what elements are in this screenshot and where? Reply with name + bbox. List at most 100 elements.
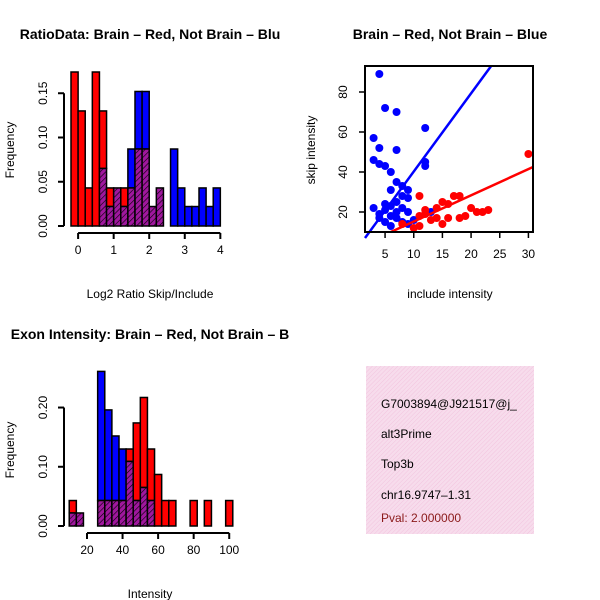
info-panel: G7003894@J921517@j_ alt3Prime Top3b chr1… [366, 366, 534, 534]
ratio-bar [212, 187, 222, 227]
intensity-bar-upper [132, 422, 142, 502]
ratio-bar-upper [120, 187, 129, 208]
ratio-bar-overlap [141, 148, 150, 227]
scatter-x-tick-label: 10 [407, 247, 421, 261]
scatter-point-not-brain [421, 162, 430, 170]
intensity-bar-upper [104, 409, 113, 502]
intensity-y-tick-label: 0.10 [36, 455, 50, 479]
scatter-x-tick-label: 25 [493, 247, 507, 261]
ratio-y-tick-label: 0.15 [36, 81, 50, 105]
scatter-point-not-brain [404, 208, 413, 216]
scatter-plot: Brain – Red, Not Brain – Blue include in… [304, 26, 547, 301]
ratio-bar [191, 205, 200, 227]
ratio-x-tick-label: 3 [181, 243, 188, 257]
scatter-point-not-brain [386, 168, 395, 176]
scatter-point-not-brain [392, 208, 401, 216]
ratio-bar-upper [105, 187, 115, 208]
intensity-bar [168, 499, 177, 527]
ratio-x-tick-label: 4 [217, 243, 224, 257]
intensity-bar-overlap [139, 486, 149, 527]
scatter-point-not-brain [386, 186, 395, 194]
scatter-x-tick-label: 20 [464, 247, 478, 261]
scatter-point-not-brain [404, 186, 413, 194]
intensity-x-tick-label: 60 [151, 543, 165, 557]
intensity-xlabel: Intensity [128, 587, 173, 600]
scatter-point-brain [524, 150, 533, 158]
intensity-bar-overlap [132, 499, 142, 527]
scatter-point-not-brain [392, 214, 401, 222]
intensity-bar-overlap [75, 512, 85, 527]
scatter-point-not-brain [375, 70, 384, 78]
ratio-ylabel: Frequency [3, 122, 17, 179]
ratio-bar-overlap [148, 205, 158, 227]
intensity-x-tick-label: 20 [80, 543, 94, 557]
ratio-bar-upper [98, 110, 108, 170]
ratio-bar [77, 110, 86, 227]
intensity-bar [203, 499, 213, 527]
scatter-x-tick-label: 30 [522, 247, 536, 261]
info-event-type: alt3Prime [381, 427, 432, 441]
scatter-point-not-brain [369, 134, 378, 142]
scatter-y-tick-label: 40 [336, 165, 350, 179]
scatter-point-brain [472, 208, 481, 216]
ratio-axes: 0 1 2 3 4 0.00 0.05 0.10 0.15 [36, 81, 224, 257]
scatter-point-not-brain [381, 104, 390, 112]
intensity-bar-upper [96, 370, 106, 502]
intensity-ylabel: Frequency [3, 422, 17, 479]
intensity-bar [160, 499, 170, 527]
scatter-point-not-brain [369, 156, 378, 164]
scatter-title: Brain – Red, Not Brain – Blue [353, 26, 548, 42]
ratio-bar [70, 71, 79, 227]
ratio-bar-overlap [120, 205, 129, 227]
ratio-bar-overlap [155, 187, 165, 227]
ratio-bar [205, 205, 214, 227]
scatter-point-not-brain [369, 204, 378, 212]
ratio-bar-overlap [127, 187, 136, 227]
scatter-point-not-brain [381, 162, 390, 170]
intensity-bars [68, 370, 234, 527]
intensity-bar-overlap [125, 460, 134, 527]
scatter-point-not-brain [392, 198, 401, 206]
intensity-bar-overlap [68, 512, 78, 527]
ratio-bars [70, 71, 222, 227]
info-location: chr16.9747–1.31 [381, 488, 471, 502]
intensity-bar-overlap [96, 499, 106, 527]
fit-line-brain [390, 165, 534, 234]
scatter-x-tick-label: 5 [382, 247, 389, 261]
scatter-point-brain [478, 208, 487, 216]
scatter-point-not-brain [392, 108, 401, 116]
scatter-point-brain [426, 216, 435, 224]
ratio-bar-overlap [98, 167, 108, 227]
scatter-point-not-brain [392, 178, 401, 186]
intensity-bar-overlap [118, 499, 127, 527]
ratio-bar [184, 205, 193, 227]
intensity-y-tick-label: 0.20 [36, 396, 50, 420]
scatter-point-not-brain [386, 222, 395, 230]
scatter-point-not-brain [404, 194, 413, 202]
scatter-point-not-brain [381, 218, 390, 226]
scatter-frame [364, 65, 534, 233]
scatter-point-brain [449, 192, 458, 200]
ratio-y-tick-label: 0.05 [36, 170, 50, 194]
intensity-bar [153, 473, 163, 527]
ratio-bar-overlap [112, 187, 122, 227]
intensity-bar-upper [111, 435, 120, 502]
ratio-bar [84, 187, 94, 227]
ratio-histogram: RatioData: Brain – Red, Not Brain – Blu … [3, 26, 280, 301]
scatter-y-tick-label: 60 [336, 125, 350, 139]
ratio-x-tick-label: 2 [146, 243, 153, 257]
ratio-xlabel: Log2 Ratio Skip/Include [87, 287, 214, 301]
fit-line-not-brain [363, 65, 493, 239]
scatter-x-tick-label: 15 [436, 247, 450, 261]
info-gene: Top3b [381, 457, 414, 471]
intensity-x-tick-label: 80 [187, 543, 201, 557]
scatter-point-brain [455, 214, 464, 222]
scatter-marks [363, 65, 534, 239]
info-pval: Pval: 2.000000 [381, 511, 461, 525]
intensity-bar-upper [68, 499, 78, 514]
ratio-bar-upper [127, 148, 136, 189]
scatter-point-brain [409, 224, 418, 232]
scatter-point-not-brain [398, 204, 407, 212]
scatter-xlabel: include intensity [407, 287, 492, 301]
intensity-bar-upper [125, 448, 134, 463]
